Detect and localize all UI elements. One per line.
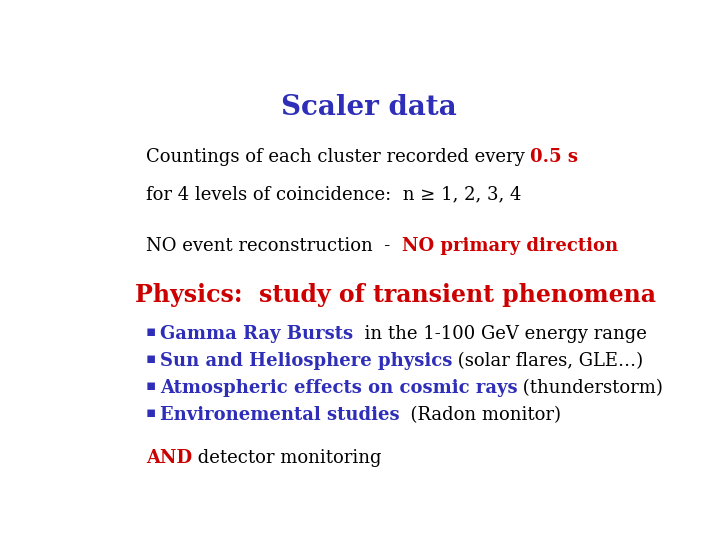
Text: (solar flares, GLE…): (solar flares, GLE…) [452,352,643,370]
Text: for 4 levels of coincidence:  n ≥ 1, 2, 3, 4: for 4 levels of coincidence: n ≥ 1, 2, 3… [145,185,521,204]
Text: detector monitoring: detector monitoring [192,449,382,468]
Text: ▪: ▪ [145,352,156,366]
Text: NO primary direction: NO primary direction [402,238,618,255]
Text: in the 1-100 GeV energy range: in the 1-100 GeV energy range [353,325,647,343]
Text: (Radon monitor): (Radon monitor) [400,406,562,424]
Text: AND: AND [145,449,192,468]
Text: Environemental studies: Environemental studies [160,406,400,424]
Text: ▪: ▪ [145,325,156,339]
Text: ▪: ▪ [145,406,156,420]
Text: Atmospheric effects on cosmic rays: Atmospheric effects on cosmic rays [160,379,518,397]
Text: (thunderstorm): (thunderstorm) [518,379,663,397]
Text: Countings of each cluster recorded every: Countings of each cluster recorded every [145,148,531,166]
Text: 0.5 s: 0.5 s [531,148,578,166]
Text: ▪: ▪ [145,379,156,393]
Text: Scaler data: Scaler data [281,94,457,121]
Text: Sun and Heliosphere physics: Sun and Heliosphere physics [160,352,452,370]
Text: Gamma Ray Bursts: Gamma Ray Bursts [160,325,353,343]
Text: Physics:  study of transient phenomena: Physics: study of transient phenomena [135,283,656,307]
Text: NO event reconstruction  -: NO event reconstruction - [145,238,402,255]
